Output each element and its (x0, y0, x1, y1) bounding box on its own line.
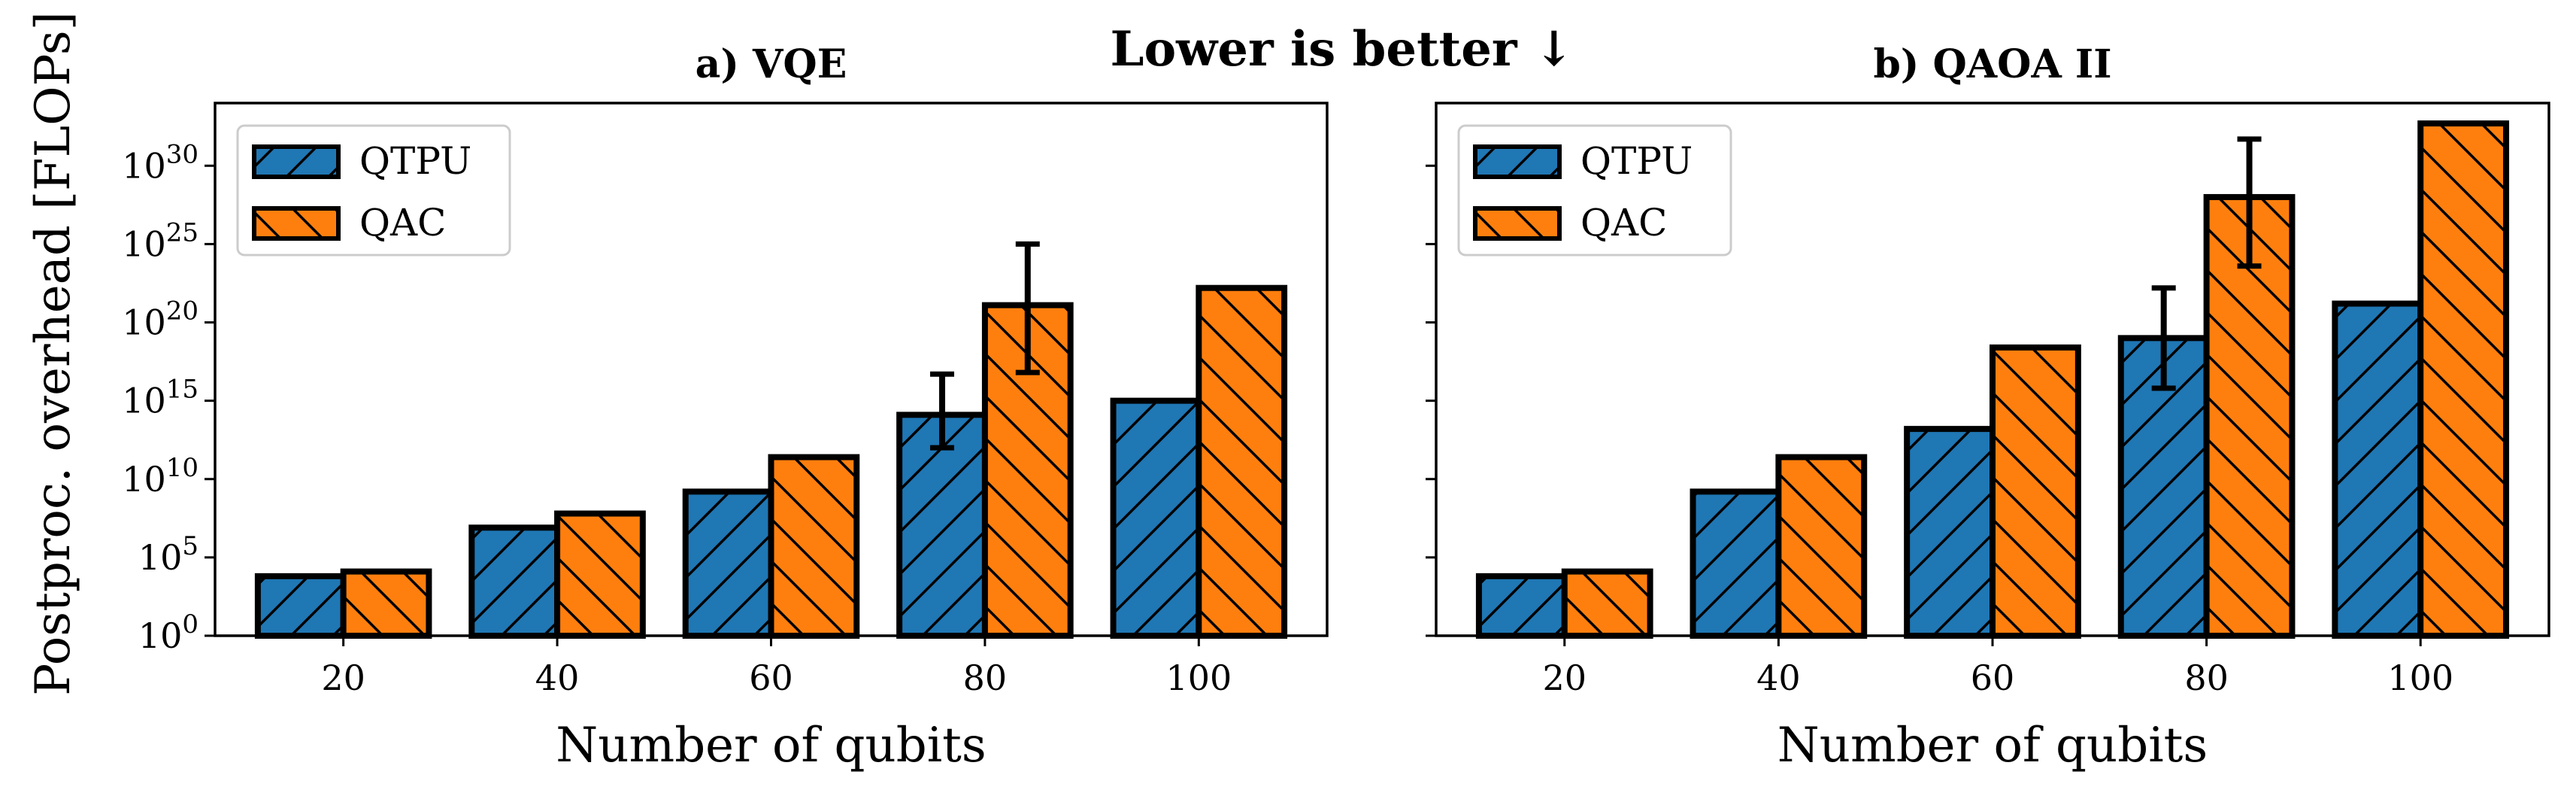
y-axis-label: Postproc. overhead [FLOPs] (26, 11, 81, 695)
bar-hatch (1110, 397, 1202, 639)
bar-hatch (468, 524, 561, 639)
bar-hatch (340, 568, 432, 639)
bar-hatch (254, 573, 347, 639)
x-tick-label: 40 (535, 658, 580, 698)
x-tick-label: 20 (321, 658, 365, 698)
legend-label: QTPU (1580, 139, 1693, 183)
bar-hatch (1690, 488, 1782, 639)
bar-hatch (1990, 344, 2081, 639)
legend-swatch-hatch (252, 206, 341, 241)
y-tick-label: 1010 (122, 453, 199, 500)
panel-title: b) QAOA II (1873, 41, 2111, 87)
x-tick-label: 100 (1165, 658, 1232, 698)
bar-hatch (1561, 568, 1653, 639)
panel-qaoa-ii: b) QAOA II Number of qubits 20 40 60 80 100 QTP… (1426, 41, 2550, 773)
y-tick-label: 1025 (122, 217, 199, 264)
bar-hatch (682, 488, 774, 639)
y-tick-label: 1030 (122, 139, 199, 186)
legend-label: QAC (359, 201, 446, 245)
x-tick-label: 80 (2184, 658, 2229, 698)
y-tick-label: 1020 (122, 296, 199, 343)
legend-swatch-hatch (1473, 144, 1562, 179)
bar-hatch (1196, 284, 1288, 639)
legend-label: QTPU (359, 139, 471, 183)
bar-hatch (768, 454, 860, 639)
x-tick-label: 80 (963, 658, 1008, 698)
x-tick-label: 100 (2387, 658, 2453, 698)
bar-hatch (2332, 300, 2424, 639)
legend-label: QAC (1580, 201, 1667, 245)
x-tick-label: 60 (1971, 658, 2015, 698)
x-tick-label: 40 (1756, 658, 1801, 698)
y-tick-label: 1015 (122, 375, 199, 421)
bar-hatch (1775, 454, 1868, 639)
legend-swatch-hatch (1473, 206, 1562, 241)
bar-hatch (1475, 573, 1568, 639)
bar-hatch (554, 510, 646, 639)
y-tick-label: 105 (138, 531, 199, 578)
y-tick-label: 100 (138, 609, 199, 656)
x-tick-label: 20 (1542, 658, 1587, 698)
legend-swatch-hatch (252, 144, 341, 179)
panel-vqe: a) VQE Number of qubits 100 105 1010 1015 1020… (122, 41, 1329, 773)
x-axis-label: Number of qubits (1777, 718, 2208, 773)
panel-title: a) VQE (696, 41, 847, 87)
bar-hatch (2417, 120, 2510, 639)
x-tick-label: 60 (749, 658, 793, 698)
figure-suptitle: Lower is better ↓ (1110, 21, 1574, 77)
x-axis-label: Number of qubits (556, 718, 986, 773)
bar-hatch (1904, 426, 1996, 639)
